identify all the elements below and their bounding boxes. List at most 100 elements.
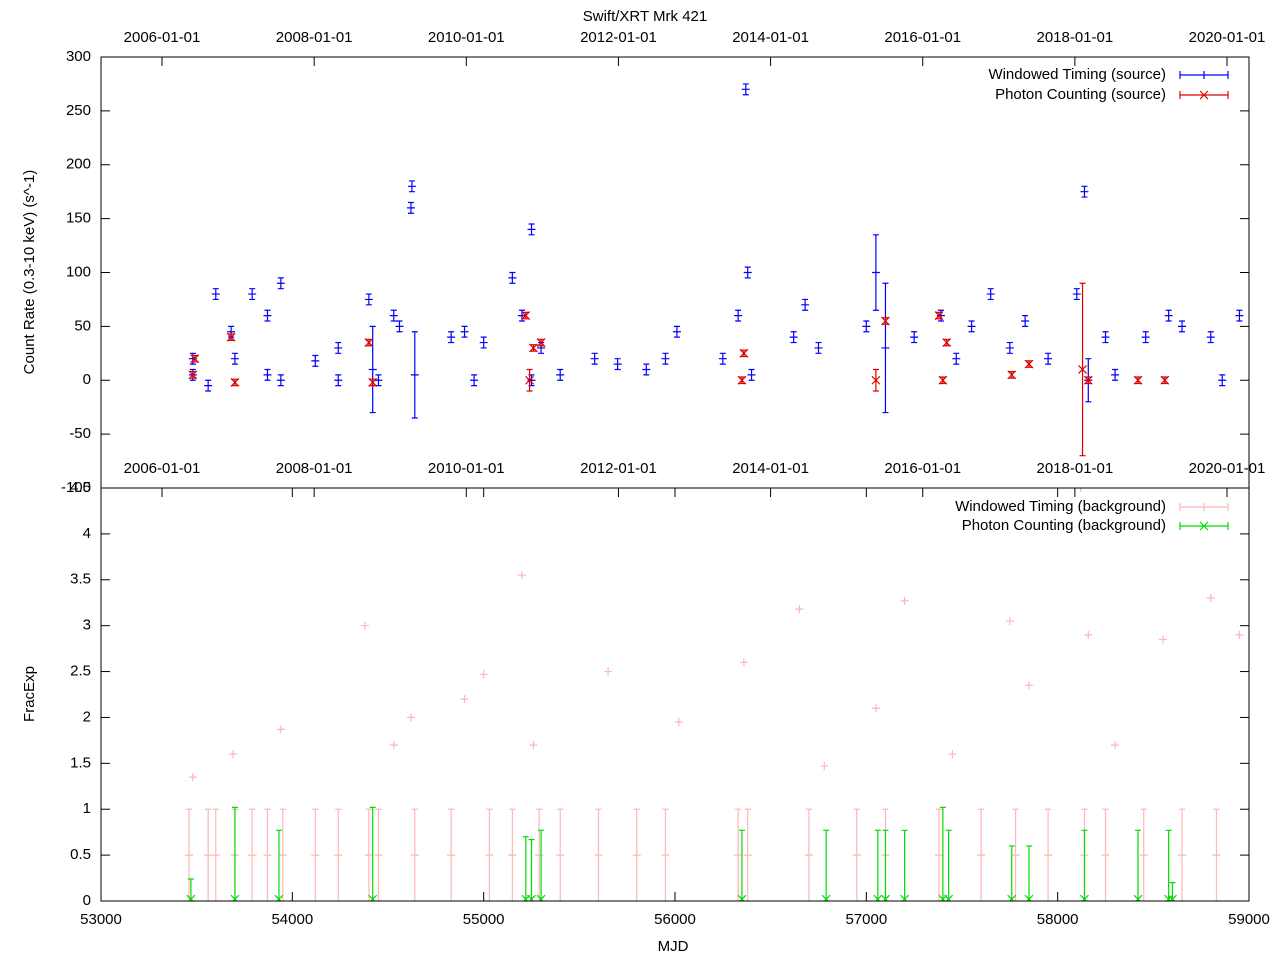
data-point bbox=[248, 288, 257, 301]
x-tick-label: 57000 bbox=[845, 911, 887, 928]
data-point bbox=[536, 829, 546, 901]
data-point bbox=[1005, 341, 1014, 354]
x2-tick-label: 2012-01-01 bbox=[580, 29, 657, 46]
data-point bbox=[1206, 594, 1215, 603]
data-point bbox=[1133, 375, 1143, 385]
data-point bbox=[871, 368, 881, 392]
y-tick-label: 4 bbox=[83, 525, 91, 542]
data-point bbox=[447, 808, 456, 901]
x2-tick-label: 2018-01-01 bbox=[1037, 460, 1114, 477]
data-point bbox=[604, 667, 613, 676]
y-tick-label: -50 bbox=[69, 425, 91, 442]
y-tick-label: 0 bbox=[83, 371, 91, 388]
data-point bbox=[1078, 282, 1087, 457]
x2-tick-label: 2014-01-01 bbox=[732, 29, 809, 46]
data-point bbox=[718, 352, 727, 365]
data-point bbox=[734, 309, 743, 322]
data-point bbox=[508, 808, 517, 901]
data-point bbox=[801, 298, 810, 311]
x-tick-label: 56000 bbox=[654, 911, 696, 928]
legend-swatch bbox=[1179, 71, 1229, 79]
data-point bbox=[936, 309, 945, 322]
x-tick-label: 58000 bbox=[1037, 911, 1079, 928]
data-point bbox=[1072, 288, 1081, 301]
data-point bbox=[1158, 635, 1167, 644]
data-point bbox=[374, 808, 383, 901]
data-point bbox=[527, 374, 536, 387]
x2-tick-label: 2012-01-01 bbox=[580, 460, 657, 477]
data-point bbox=[1141, 331, 1150, 344]
data-point bbox=[747, 368, 756, 381]
data-point bbox=[1011, 808, 1020, 901]
data-point bbox=[368, 325, 377, 414]
data-point bbox=[594, 808, 603, 901]
data-point bbox=[862, 320, 871, 333]
data-point bbox=[334, 808, 343, 901]
y-tick-label: 1 bbox=[83, 800, 91, 817]
data-point bbox=[230, 806, 240, 901]
x-axis-label: MJD bbox=[658, 938, 689, 955]
y-tick-label: 4.5 bbox=[70, 479, 91, 496]
y-tick-label: 2.5 bbox=[70, 663, 91, 680]
legend-swatch bbox=[1179, 90, 1229, 100]
data-point bbox=[661, 352, 670, 365]
y-tick-label: 150 bbox=[66, 210, 91, 227]
data-point bbox=[674, 718, 683, 727]
data-point bbox=[672, 325, 681, 338]
data-point bbox=[263, 368, 272, 381]
data-point bbox=[986, 288, 995, 301]
data-point bbox=[479, 670, 488, 679]
data-point bbox=[529, 740, 538, 749]
chart-title: Swift/XRT Mrk 421 bbox=[583, 8, 707, 25]
data-point bbox=[528, 343, 538, 353]
data-point bbox=[410, 331, 419, 419]
data-point bbox=[460, 325, 469, 338]
data-point bbox=[1083, 375, 1093, 385]
data-point bbox=[226, 332, 236, 342]
plot-frame bbox=[100, 487, 1250, 902]
data-point bbox=[525, 368, 535, 392]
data-point bbox=[873, 829, 883, 901]
data-point bbox=[521, 311, 531, 321]
data-point bbox=[517, 571, 526, 580]
data-point bbox=[1168, 882, 1177, 901]
data-point bbox=[734, 808, 743, 901]
data-point bbox=[311, 354, 320, 367]
data-point bbox=[1164, 829, 1174, 901]
data-point bbox=[1005, 617, 1014, 626]
plot-frame bbox=[100, 56, 1250, 489]
data-point bbox=[952, 352, 961, 365]
y-tick-label: 0.5 bbox=[70, 846, 91, 863]
x-tick-label: 53000 bbox=[80, 911, 122, 928]
data-point bbox=[1178, 808, 1187, 901]
data-point bbox=[1021, 315, 1030, 327]
data-point bbox=[900, 596, 909, 605]
data-point bbox=[395, 320, 404, 333]
data-point bbox=[1139, 808, 1148, 901]
data-point bbox=[1235, 630, 1244, 639]
data-point bbox=[406, 201, 415, 214]
data-point bbox=[1101, 331, 1110, 344]
legend-label: Photon Counting (background) bbox=[962, 517, 1166, 534]
data-point bbox=[368, 806, 378, 901]
data-point bbox=[1044, 352, 1053, 365]
data-point bbox=[204, 379, 213, 392]
legend-label: Photon Counting (source) bbox=[995, 86, 1166, 103]
data-point bbox=[900, 829, 910, 901]
data-point bbox=[230, 377, 240, 387]
data-point bbox=[211, 288, 220, 301]
y-tick-label: 3 bbox=[83, 617, 91, 634]
data-point bbox=[1024, 845, 1034, 901]
data-point bbox=[188, 370, 198, 380]
data-point bbox=[508, 271, 517, 284]
data-point bbox=[389, 740, 398, 749]
data-point bbox=[743, 808, 752, 901]
data-point bbox=[948, 750, 957, 759]
data-point bbox=[1212, 808, 1221, 901]
data-point bbox=[1160, 375, 1170, 385]
x2-tick-label: 2014-01-01 bbox=[732, 460, 809, 477]
data-point bbox=[276, 725, 285, 734]
data-point bbox=[1133, 829, 1143, 901]
data-point bbox=[881, 829, 890, 901]
